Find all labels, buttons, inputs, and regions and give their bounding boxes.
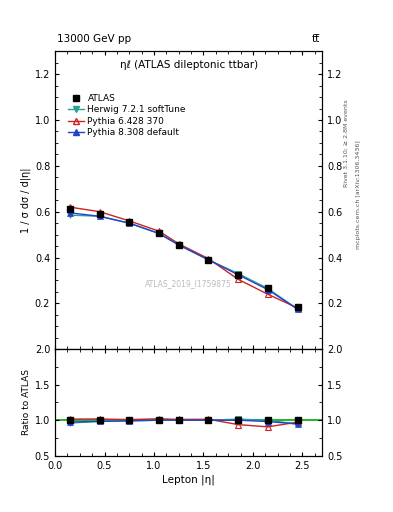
Text: tt̅: tt̅ [312,33,320,44]
Legend: ATLAS, Herwig 7.2.1 softTune, Pythia 6.428 370, Pythia 8.308 default: ATLAS, Herwig 7.2.1 softTune, Pythia 6.4… [65,92,189,140]
Y-axis label: 1 / σ dσ / d|η|: 1 / σ dσ / d|η| [20,167,31,233]
X-axis label: Lepton |η|: Lepton |η| [162,475,215,485]
Text: ηℓ (ATLAS dileptonic ttbar): ηℓ (ATLAS dileptonic ttbar) [119,60,258,70]
Text: mcplots.cern.ch [arXiv:1306.3436]: mcplots.cern.ch [arXiv:1306.3436] [356,140,361,249]
Text: ATLAS_2019_I1759875: ATLAS_2019_I1759875 [145,279,232,288]
Y-axis label: Ratio to ATLAS: Ratio to ATLAS [22,370,31,436]
Text: Rivet 3.1.10; ≥ 2.8M events: Rivet 3.1.10; ≥ 2.8M events [344,99,349,187]
Text: 13000 GeV pp: 13000 GeV pp [57,33,131,44]
